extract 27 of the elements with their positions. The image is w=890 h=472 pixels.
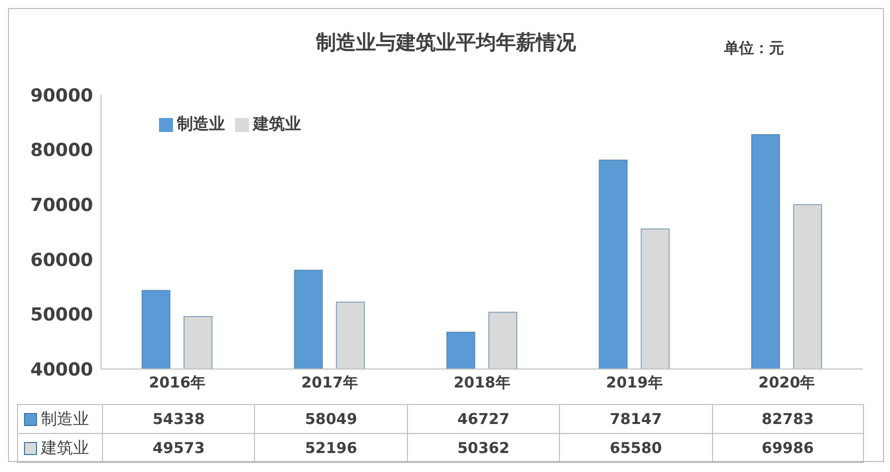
data-label: 46727 bbox=[406, 405, 560, 433]
data-label: 49573 bbox=[102, 434, 254, 462]
x-tick-label: 2019年 bbox=[606, 374, 663, 392]
y-tick-label: 70000 bbox=[30, 194, 93, 216]
legend-label: 制造业 bbox=[177, 114, 225, 133]
legend-label: 建筑业 bbox=[253, 114, 301, 133]
x-tick-label: 2018年 bbox=[454, 374, 510, 392]
text: 建筑业 bbox=[41, 438, 89, 456]
y-tick-label: 40000 bbox=[30, 359, 93, 380]
y-tick-label: 90000 bbox=[30, 85, 93, 106]
chart-title: 制造业与建筑业平均年薪情况 bbox=[316, 30, 576, 54]
text: 单位：元 bbox=[724, 39, 784, 58]
data-label: 54338 bbox=[102, 405, 254, 433]
y-tick-label: 80000 bbox=[30, 140, 93, 162]
data-label: 50362 bbox=[406, 434, 560, 462]
text: 制造业 bbox=[41, 408, 89, 428]
y-tick-label: 60000 bbox=[30, 250, 93, 271]
data-label: 65580 bbox=[559, 434, 712, 462]
x-tick-label: 2020年 bbox=[758, 374, 816, 392]
x-tick-label: 2017年 bbox=[301, 374, 358, 392]
y-tick-label: 50000 bbox=[30, 304, 93, 326]
data-label: 52196 bbox=[254, 434, 407, 462]
data-label: 78147 bbox=[559, 405, 712, 433]
data-label: 69986 bbox=[712, 434, 864, 462]
data-label: 82783 bbox=[712, 405, 864, 433]
data-label: 58049 bbox=[254, 405, 407, 433]
x-tick-label: 2016年 bbox=[148, 374, 206, 392]
